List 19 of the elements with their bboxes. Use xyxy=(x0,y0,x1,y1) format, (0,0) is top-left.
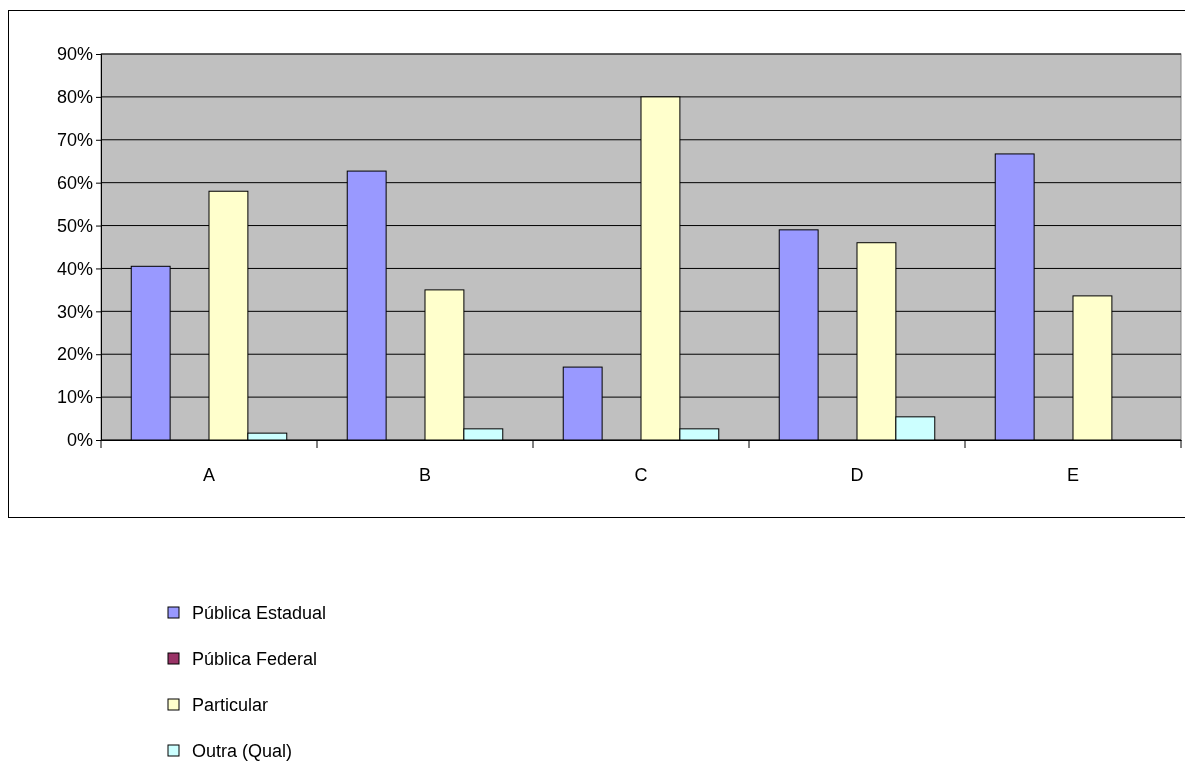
y-tick-label: 30% xyxy=(56,301,93,322)
x-tick-label: A xyxy=(202,464,216,485)
y-tick-label: 10% xyxy=(56,387,93,408)
x-tick-label: C xyxy=(634,464,648,485)
x-tick-label: D xyxy=(850,464,864,485)
y-tick-label: 70% xyxy=(56,130,93,151)
legend-label: Outra (Qual) xyxy=(192,741,293,761)
x-tick-label: B xyxy=(418,464,432,485)
y-tick-label: 20% xyxy=(56,344,93,365)
legend-label: Pública Federal xyxy=(192,649,318,669)
x-tick-label: E xyxy=(1066,464,1080,485)
y-tick-label: 90% xyxy=(56,44,93,65)
legend-label: Particular xyxy=(192,695,269,715)
y-tick-label: 50% xyxy=(56,215,93,236)
y-tick-label: 60% xyxy=(56,172,93,193)
y-tick-label: 80% xyxy=(56,87,93,108)
y-tick-label: 40% xyxy=(56,258,93,279)
legend-label: Pública Estadual xyxy=(192,603,327,623)
y-tick-label: 0% xyxy=(66,430,93,451)
